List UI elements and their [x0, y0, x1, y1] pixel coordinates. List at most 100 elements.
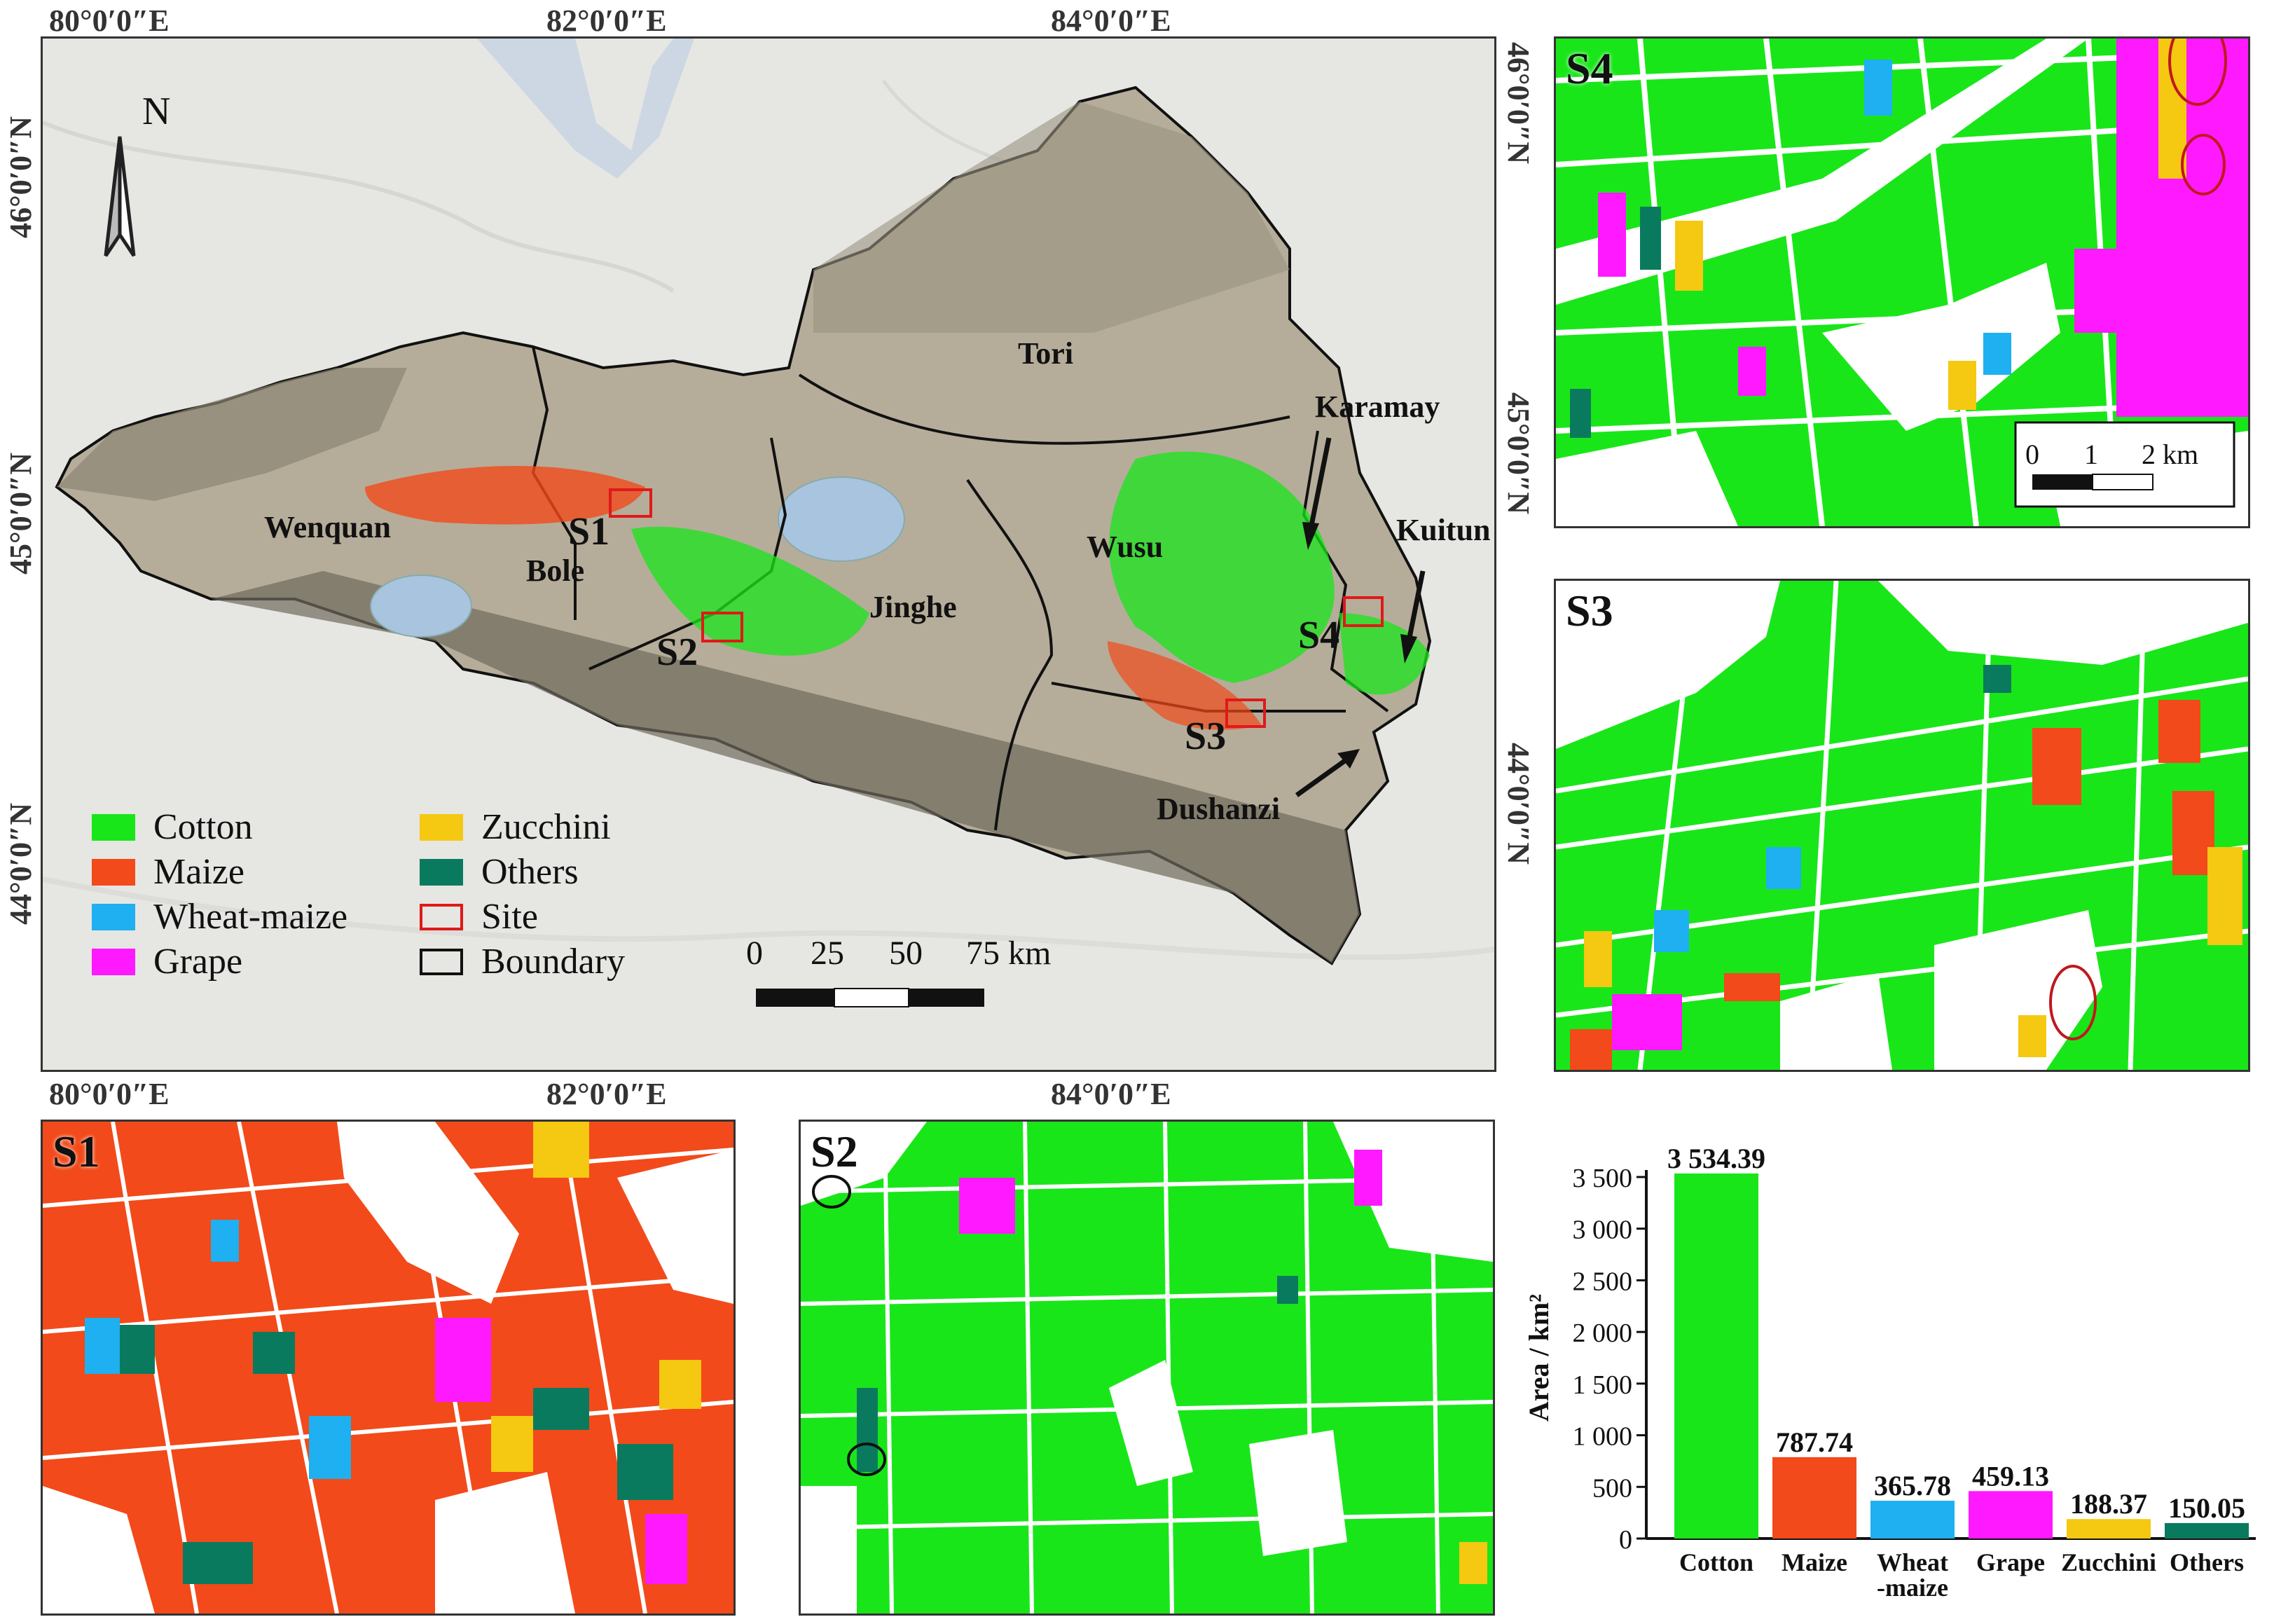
right-tick-44: 44°0′0″N — [1501, 743, 1536, 865]
y-tick-label: 3 000 — [1573, 1216, 1633, 1245]
site-label-s2: S2 — [656, 631, 698, 674]
bar-value-label: 188.37 — [2070, 1488, 2147, 1520]
bar-value-label: 365.78 — [1874, 1470, 1951, 1501]
north-label: N — [142, 90, 171, 133]
site-label-s4: S4 — [1298, 614, 1340, 657]
inset-s3[interactable]: S3 — [1554, 579, 2250, 1072]
legend-label: Boundary — [481, 942, 626, 982]
legend-swatch — [92, 903, 135, 930]
main-map-graphic — [43, 39, 1494, 1070]
bottom-tick-84: 84°0′0″E — [1051, 1077, 1171, 1111]
region-label-karamay: Karamay — [1315, 390, 1440, 424]
legend-swatch — [92, 813, 135, 841]
region-label-wenquan: Wenquan — [264, 510, 391, 544]
region-label-jinghe: Jinghe — [869, 590, 957, 624]
bar-1 — [1772, 1457, 1856, 1539]
y-tick-label: 0 — [1619, 1525, 1632, 1555]
y-tick-label: 1 000 — [1573, 1422, 1633, 1452]
scale-label-0: 0 — [746, 935, 763, 972]
inset-s4[interactable]: S4 0 1 2 km — [1554, 36, 2250, 528]
inset-s2-graphic — [801, 1122, 1493, 1613]
legend-item-boundary: Boundary — [420, 941, 625, 982]
top-tick-84: 84°0′0″E — [1051, 4, 1171, 38]
legend-label: Cotton — [153, 807, 253, 847]
inset-s3-graphic — [1556, 581, 2248, 1070]
region-label-dushanzi: Dushanzi — [1157, 792, 1281, 826]
left-tick-44: 44°0′0″N — [4, 802, 38, 925]
right-tick-46: 46°0′0″N — [1501, 42, 1536, 165]
scale-label-75: 75 km — [966, 935, 1052, 972]
bar-2 — [1870, 1501, 1955, 1539]
y-tick-label: 2 000 — [1573, 1319, 1633, 1348]
inset-s2[interactable]: S2 — [799, 1120, 1495, 1616]
legend-label: Zucchini — [481, 807, 611, 847]
x-category-label: Maize — [1782, 1548, 1847, 1576]
bar-4 — [2067, 1519, 2151, 1539]
left-tick-46: 46°0′0″N — [4, 116, 38, 238]
region-label-wusu: Wusu — [1087, 530, 1164, 564]
inset-s4-graphic — [1556, 39, 2248, 526]
legend-item-others: Others — [420, 851, 579, 893]
inset-s3-label: S3 — [1566, 586, 1613, 635]
y-tick-label: 1 500 — [1573, 1370, 1633, 1400]
bar-value-label: 787.74 — [1776, 1426, 1853, 1458]
legend-swatch — [420, 948, 463, 975]
x-category-label: Others — [2170, 1548, 2244, 1576]
legend-item-wheat-maize: Wheat-maize — [92, 896, 347, 937]
main-map[interactable]: N Tori Wenquan Bole Jinghe Wusu Karamay … — [41, 36, 1496, 1072]
s4-scale-1: 1 — [2084, 439, 2098, 470]
legend-item-grape: Grape — [92, 941, 242, 982]
s4-scale-0: 0 — [2025, 439, 2039, 470]
bar-3 — [1969, 1491, 2053, 1539]
y-axis-title: Area / km² — [1523, 1294, 1555, 1422]
top-tick-82: 82°0′0″E — [546, 4, 667, 38]
x-category-label: Cotton — [1679, 1548, 1753, 1576]
legend-item-zucchini: Zucchini — [420, 806, 611, 848]
bar-value-label: 150.05 — [2168, 1492, 2245, 1524]
x-category-label: Grape — [1976, 1548, 2045, 1576]
legend-label: Others — [481, 852, 579, 892]
legend-swatch — [420, 903, 463, 930]
right-tick-45: 45°0′0″N — [1501, 392, 1536, 515]
bottom-tick-80: 80°0′0″E — [49, 1077, 170, 1111]
legend-item-maize: Maize — [92, 851, 244, 893]
legend-item-site: Site — [420, 896, 538, 937]
y-tick-label: 2 500 — [1573, 1267, 1633, 1296]
site-label-s3: S3 — [1185, 715, 1227, 758]
legend-label: Site — [481, 897, 538, 937]
bottom-tick-82: 82°0′0″E — [546, 1077, 667, 1111]
inset-s2-label: S2 — [811, 1127, 858, 1176]
inset-s1-label: S1 — [53, 1127, 100, 1176]
region-label-bole: Bole — [526, 553, 585, 588]
y-tick-label: 3 500 — [1573, 1164, 1633, 1193]
inset-s4-label: S4 — [1566, 43, 1613, 93]
legend-label: Grape — [153, 942, 243, 982]
legend-swatch — [92, 948, 135, 975]
map-legend: Cotton Maize Wheat-maize Grape Zucchini … — [92, 806, 666, 1031]
site-label-s1: S1 — [568, 510, 610, 553]
region-label-tori: Tori — [1018, 336, 1074, 371]
legend-swatch — [92, 858, 135, 886]
legend-swatch — [420, 813, 463, 841]
s4-scale-2: 2 km — [2142, 439, 2199, 470]
scale-label-25: 25 — [811, 935, 844, 972]
top-tick-80: 80°0′0″E — [49, 4, 170, 38]
bar-0 — [1674, 1173, 1758, 1539]
y-tick-label: 500 — [1592, 1473, 1632, 1503]
bar-value-label: 3 534.39 — [1667, 1143, 1765, 1174]
x-category-label: -maize — [1877, 1574, 1948, 1602]
bar-chart-svg: 0 500 1 000 1 500 2 000 2 500 3 000 3 500 Area /… — [1523, 1143, 2256, 1602]
bar-value-label: 459.13 — [1972, 1460, 2049, 1492]
inset-s1-graphic — [43, 1122, 733, 1613]
x-category-label: Wheat — [1877, 1548, 1948, 1576]
left-tick-45: 45°0′0″N — [4, 452, 38, 574]
inset-s1[interactable]: S1 — [41, 1120, 736, 1616]
legend-label: Maize — [153, 852, 244, 892]
legend-item-cotton: Cotton — [92, 806, 253, 848]
bar-5 — [2165, 1522, 2249, 1539]
x-category-label: Zucchini — [2061, 1548, 2156, 1576]
region-label-kuitun: Kuitun — [1396, 513, 1491, 547]
legend-label: Wheat-maize — [153, 897, 348, 937]
scale-label-50: 50 — [889, 935, 923, 972]
area-bar-chart: 0 500 1 000 1 500 2 000 2 500 3 000 3 500 Area /… — [1513, 1135, 2267, 1618]
